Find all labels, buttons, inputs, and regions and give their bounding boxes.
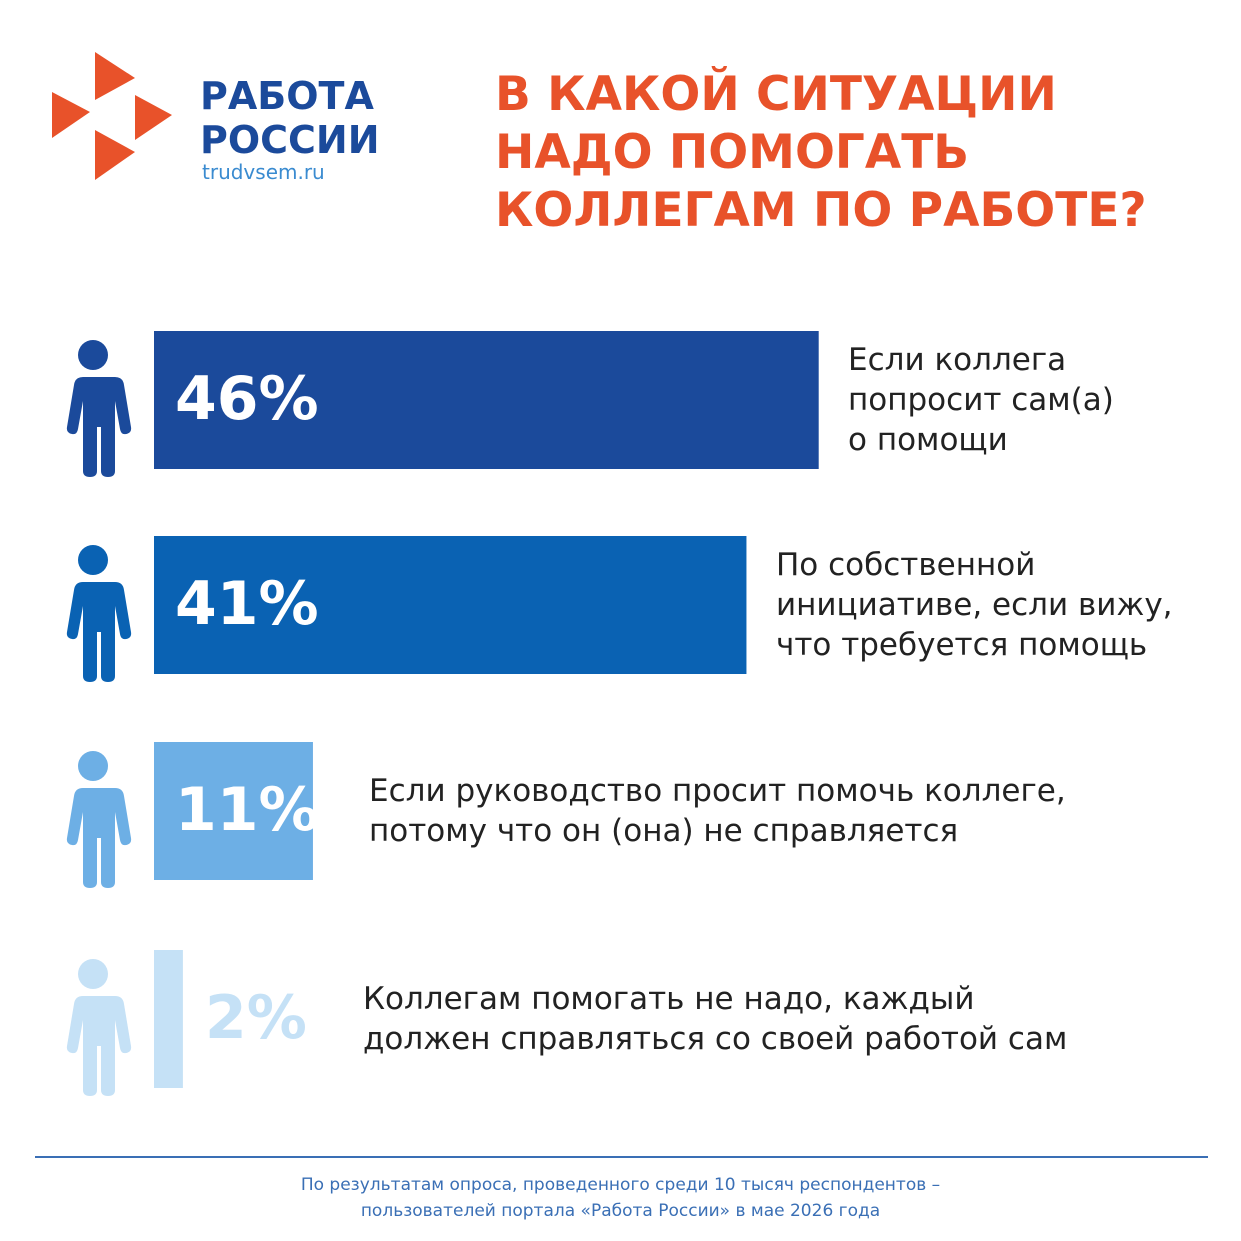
value-label: 46% xyxy=(175,364,319,434)
logo-mark xyxy=(52,52,172,180)
value-label: 2% xyxy=(205,983,307,1053)
person-icon xyxy=(78,959,108,989)
person-icon xyxy=(78,340,108,370)
bar xyxy=(154,536,747,674)
footnote: По результатам опроса, проведенного сред… xyxy=(300,1175,941,1221)
person-icon xyxy=(78,751,108,781)
bar xyxy=(154,742,313,880)
logo-site: trudvsem.ru xyxy=(202,160,325,184)
value-label: 11% xyxy=(175,775,319,845)
category-label: По собственной инициативе, если вижу, чт… xyxy=(776,547,1173,663)
person-icon xyxy=(66,788,132,888)
category-label: Если коллега попросит сам(а) о помощи xyxy=(848,342,1114,458)
chart-title: В КАКОЙ СИТУАЦИИ НАДО ПОМОГАТЬ КОЛЛЕГАМ … xyxy=(495,67,1147,238)
category-label: Если руководство просит помочь коллеге, … xyxy=(369,773,1066,849)
bar xyxy=(154,331,819,469)
logo-name: РАБОТА РОССИИ xyxy=(200,74,380,162)
value-label: 41% xyxy=(175,569,319,639)
person-icon xyxy=(78,545,108,575)
bar xyxy=(154,950,183,1088)
person-icon xyxy=(66,377,132,477)
person-icon xyxy=(66,582,132,682)
person-icon xyxy=(66,996,132,1096)
category-label: Коллегам помогать не надо, каждый должен… xyxy=(363,981,1068,1057)
